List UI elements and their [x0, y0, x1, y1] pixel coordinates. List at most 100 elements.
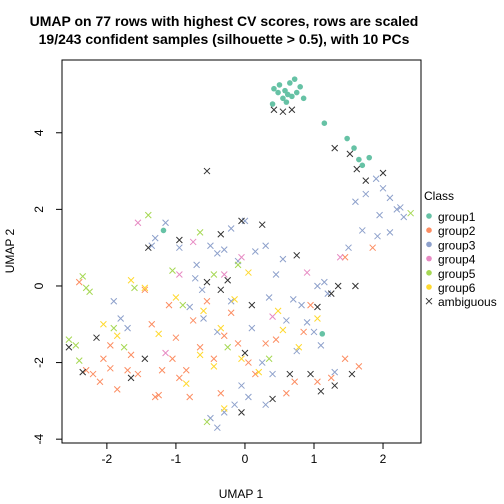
ambiguous-point [346, 150, 354, 158]
group3-point [376, 211, 383, 219]
group5-point [72, 341, 80, 349]
group2-point [82, 366, 90, 374]
ambiguous-point [327, 290, 335, 297]
group2-point [300, 328, 307, 336]
group6-point [314, 315, 321, 322]
ambiguous-point [176, 236, 183, 244]
ambiguous-point [317, 387, 325, 395]
group5-point [265, 355, 273, 363]
group2-point [283, 389, 290, 397]
group3-point [269, 370, 276, 378]
group5-point [65, 336, 73, 343]
legend-group1-label: group1 [438, 210, 476, 224]
group2-point [220, 332, 228, 340]
group3-point [272, 271, 280, 278]
group3-point [400, 213, 408, 221]
group3-point [331, 368, 339, 376]
group6-point [196, 351, 204, 359]
group1-point [366, 154, 373, 161]
group4-point [220, 271, 228, 278]
group5-point [196, 228, 204, 236]
group3-point [265, 294, 273, 301]
group6-point [200, 307, 207, 315]
group4-point [162, 349, 169, 357]
y-tick-label: 4 [32, 129, 46, 136]
group1-point [293, 89, 300, 96]
group2-point [355, 363, 363, 370]
ambiguous-point [203, 167, 211, 175]
legend-ambiguous-marker [425, 297, 433, 305]
group2-point [245, 359, 252, 366]
plot-frame [61, 59, 422, 444]
group2-point [172, 334, 180, 342]
group6-point [182, 380, 190, 387]
group2-point [106, 364, 114, 372]
ambiguous-point [144, 244, 152, 252]
y-axis: -4 -2 0 2 4 [32, 129, 62, 445]
chart-title: UMAP on 77 rows with highest CV scores, … [30, 13, 419, 29]
group6-point [210, 363, 218, 370]
group3-point [374, 232, 381, 240]
ambiguous-point [307, 370, 314, 378]
legend-group1-marker [426, 213, 432, 219]
group3-point [310, 328, 318, 336]
group3-point [358, 227, 366, 234]
ambiguous-point [241, 349, 249, 357]
group5-point [86, 288, 93, 296]
data-points [65, 76, 414, 432]
group2-point [227, 309, 235, 317]
legend-group6-marker [426, 284, 432, 290]
group2-point [251, 370, 259, 378]
x-tick-label: 0 [242, 452, 249, 466]
group3-point [298, 301, 305, 309]
group1-point [356, 156, 362, 163]
y-tick-label: -2 [32, 357, 46, 368]
ambiguous-point [217, 230, 225, 238]
ambiguous-point [334, 282, 342, 290]
ambiguous-point [65, 343, 73, 351]
ambiguous-point [238, 217, 245, 225]
group2-point [307, 301, 314, 309]
group2-point [89, 370, 97, 378]
group3-point [198, 286, 206, 294]
group2-point [217, 389, 225, 397]
group3-point [396, 204, 404, 211]
group5-point [75, 357, 83, 365]
ambiguous-point [258, 221, 266, 229]
group2-point [189, 317, 197, 324]
group2-point [141, 286, 149, 294]
group2-point [262, 340, 270, 347]
chart-subtitle: 19/243 confident samples (silhouette > 0… [39, 31, 410, 47]
group2-point [127, 351, 135, 359]
group2-point [272, 336, 280, 343]
group3-point [227, 297, 235, 305]
group1-point [287, 80, 293, 86]
group3-point [186, 303, 194, 311]
group2-point [210, 355, 218, 363]
group3-point [262, 242, 270, 250]
group5-point [110, 324, 118, 332]
group2-point [124, 366, 131, 374]
legend-ambiguous-label: ambiguous [438, 295, 497, 309]
ambiguous-point [288, 106, 296, 114]
legend-group5-label: group5 [438, 267, 476, 281]
group3-point [379, 184, 387, 192]
group4-point [336, 253, 344, 261]
ambiguous-point [286, 370, 294, 378]
x-tick-label: -2 [102, 452, 113, 466]
group3-point [193, 261, 200, 269]
group6-point [279, 326, 287, 334]
legend-title: Class [424, 189, 454, 203]
group3-point [213, 424, 221, 432]
group6-point [274, 307, 282, 315]
group5-point [169, 267, 176, 275]
group1-point [160, 227, 167, 234]
group3-point [386, 194, 394, 202]
group1-point [276, 82, 283, 88]
group3-point [289, 296, 297, 303]
group2-point [113, 386, 121, 393]
ambiguous-point [238, 409, 245, 416]
ambiguous-point [279, 108, 287, 116]
group5-point [144, 211, 152, 219]
group6-point [172, 294, 180, 301]
